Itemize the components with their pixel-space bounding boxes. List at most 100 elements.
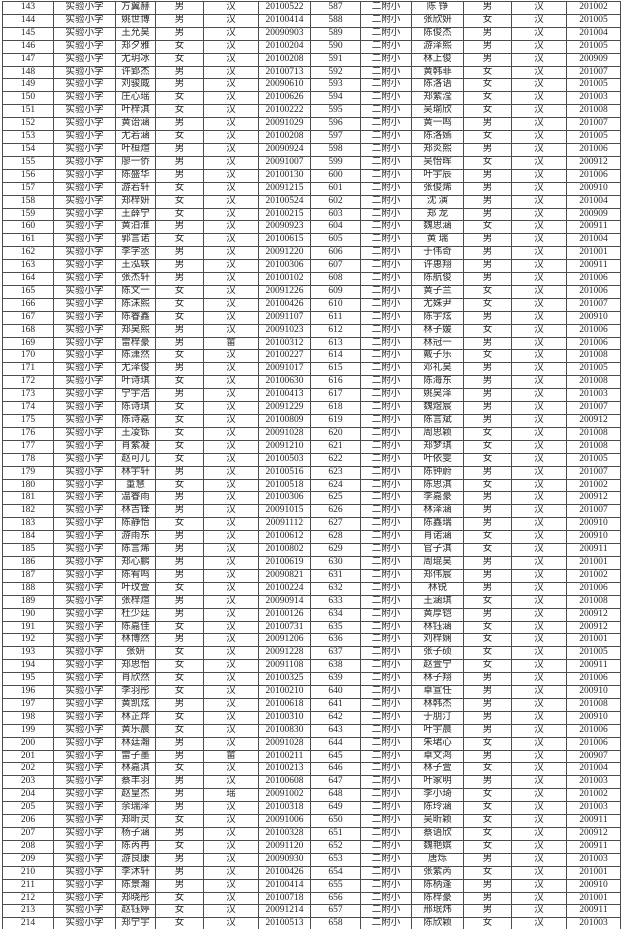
cell-gender-right: 男: [463, 568, 512, 583]
cell-name-left: 尤玥冰: [115, 52, 156, 67]
cell-birthdate-left: 20100513: [258, 917, 311, 929]
cell-seq-left: 152: [2, 117, 54, 132]
cell-name-left: 许郢杰: [115, 65, 156, 80]
table-row: 167 实验小学 陈睿鑫女汉 20091107 611 二附小 陈宇炫男汉 200910: [2, 310, 621, 325]
cell-birthmonth-right: 201008: [566, 594, 621, 609]
cell-name-right: 陈海东: [411, 375, 464, 390]
cell-name-right: 黄厚铠: [411, 607, 464, 622]
cell-ethnicity-left: 汉: [203, 130, 259, 144]
cell-ethnicity-right: 汉: [511, 672, 567, 687]
cell-name-right: 林子翔: [411, 672, 464, 687]
cell-school-right: 二附小: [360, 65, 412, 80]
cell-seq-left: 168: [2, 323, 54, 338]
cell-ethnicity-left: 汉: [203, 839, 259, 854]
cell-seq-right: 588: [310, 13, 361, 28]
cell-gender-right: 男: [463, 194, 512, 209]
cell-ethnicity-right: 汉: [511, 130, 567, 144]
cell-seq-left: 156: [2, 168, 54, 183]
cell-ethnicity-right: 汉: [511, 517, 567, 532]
cell-ethnicity-left: 汉: [203, 801, 259, 816]
cell-seq-left: 183: [2, 517, 54, 532]
cell-gender-right: 男: [463, 555, 512, 570]
cell-ethnicity-left: 畲: [203, 749, 259, 764]
cell-school-left: 实验小学: [53, 142, 116, 157]
cell-school-right: 二附小: [360, 517, 412, 532]
table-row: 176 实验小学 王凌铄女汉 20091028 620 二附小 周思颖女汉 201008: [2, 426, 621, 441]
cell-name-right: 郑紫滢: [411, 91, 464, 106]
cell-ethnicity-left: 汉: [203, 104, 259, 119]
cell-ethnicity-right: 汉: [511, 142, 567, 157]
cell-gender-right: 男: [463, 723, 512, 738]
cell-name-left: 林博然: [115, 633, 156, 648]
cell-name-left: 雷子墨: [115, 749, 156, 764]
cell-seq-left: 189: [2, 594, 54, 609]
cell-ethnicity-right: 汉: [511, 581, 567, 596]
table-row: 157 实验小学 游若轩女汉 20091215 601 二附小 张俊烯男汉 200910: [2, 181, 621, 196]
cell-gender-right: 女: [463, 284, 512, 299]
cell-gender-left: 男: [155, 246, 204, 261]
cell-birthmonth-right: 201004: [566, 233, 621, 248]
cell-name-right: 唐烁: [411, 852, 464, 867]
cell-school-left: 实验小学: [53, 375, 116, 390]
table-row: 160 实验小学 黄泊淮男汉 20090923 604 二附小 魏思涵女汉 200911: [2, 220, 621, 235]
cell-seq-left: 178: [2, 452, 54, 467]
cell-birthmonth-right: 201008: [566, 697, 621, 712]
cell-name-left: 尤若涵: [115, 130, 156, 144]
cell-school-left: 实验小学: [53, 465, 116, 480]
cell-seq-right: 596: [310, 117, 361, 132]
cell-ethnicity-left: 汉: [203, 375, 259, 390]
table-row: 197 实验小学 黄凯炫男汉 20100618 641 二附小 林韩杰男汉 201008: [2, 697, 621, 712]
cell-gender-right: 女: [463, 104, 512, 119]
cell-seq-right: 653: [310, 852, 361, 867]
cell-birthmonth-right: 201006: [566, 672, 621, 687]
cell-birthdate-left: 20100802: [258, 543, 311, 557]
cell-birthmonth-right: 201005: [566, 362, 621, 377]
cell-seq-right: 607: [310, 259, 361, 274]
cell-birthmonth-right: 201005: [566, 13, 621, 28]
cell-birthdate-left: 20091006: [258, 814, 311, 828]
cell-ethnicity-left: 汉: [203, 26, 259, 41]
cell-school-right: 二附小: [360, 39, 412, 54]
cell-ethnicity-left: 汉: [203, 736, 259, 751]
cell-ethnicity-left: 汉: [203, 401, 259, 415]
cell-birthdate-left: 20100414: [258, 878, 311, 893]
cell-school-left: 实验小学: [53, 633, 116, 648]
cell-name-left: 林芷烨: [115, 710, 156, 725]
cell-gender-right: 女: [463, 155, 512, 170]
cell-school-left: 实验小学: [53, 272, 116, 286]
cell-name-right: 叶宇辰: [411, 168, 464, 183]
cell-school-right: 二附小: [360, 246, 412, 261]
cell-birthmonth-right: 201003: [566, 852, 621, 867]
cell-name-left: 陈沫熙: [115, 297, 156, 312]
cell-school-right: 二附小: [360, 749, 412, 764]
cell-ethnicity-left: 汉: [203, 117, 259, 132]
cell-seq-left: 182: [2, 504, 54, 519]
cell-school-left: 实验小学: [53, 104, 116, 119]
cell-gender-right: 男: [463, 39, 512, 54]
cell-ethnicity-right: 汉: [511, 594, 567, 609]
cell-gender-left: 男: [155, 865, 204, 880]
cell-gender-left: 女: [155, 297, 204, 312]
cell-ethnicity-right: 汉: [511, 607, 567, 622]
cell-name-right: 林子媛: [411, 323, 464, 338]
table-row: 179 实验小学 林宇轩男汉 20100516 623 二附小 陈钟蔚男汉 201007: [2, 465, 621, 480]
cell-name-right: 朱珺心: [411, 736, 464, 751]
cell-seq-right: 652: [310, 839, 361, 854]
cell-gender-right: 女: [463, 530, 512, 545]
cell-ethnicity-left: 汉: [203, 181, 259, 196]
cell-name-left: 陈盛华: [115, 168, 156, 183]
cell-birthmonth-right: 201002: [566, 478, 621, 493]
cell-name-left: 陈芮冉: [115, 839, 156, 854]
cell-ethnicity-left: 汉: [203, 646, 259, 661]
cell-birthdate-left: 20091017: [258, 362, 311, 377]
table-row: 211 实验小学 陈景瀚男汉 20100414 655 二附小 陈柄逢男汉 200910: [2, 878, 621, 893]
cell-birthmonth-right: 201006: [566, 284, 621, 299]
cell-gender-left: 女: [155, 52, 204, 67]
cell-name-left: 黄凯炫: [115, 697, 156, 712]
cell-gender-right: 男: [463, 168, 512, 183]
cell-ethnicity-left: 汉: [203, 543, 259, 557]
cell-ethnicity-left: 汉: [203, 414, 259, 428]
cell-ethnicity-left: 汉: [203, 852, 259, 867]
cell-school-left: 实验小学: [53, 426, 116, 441]
